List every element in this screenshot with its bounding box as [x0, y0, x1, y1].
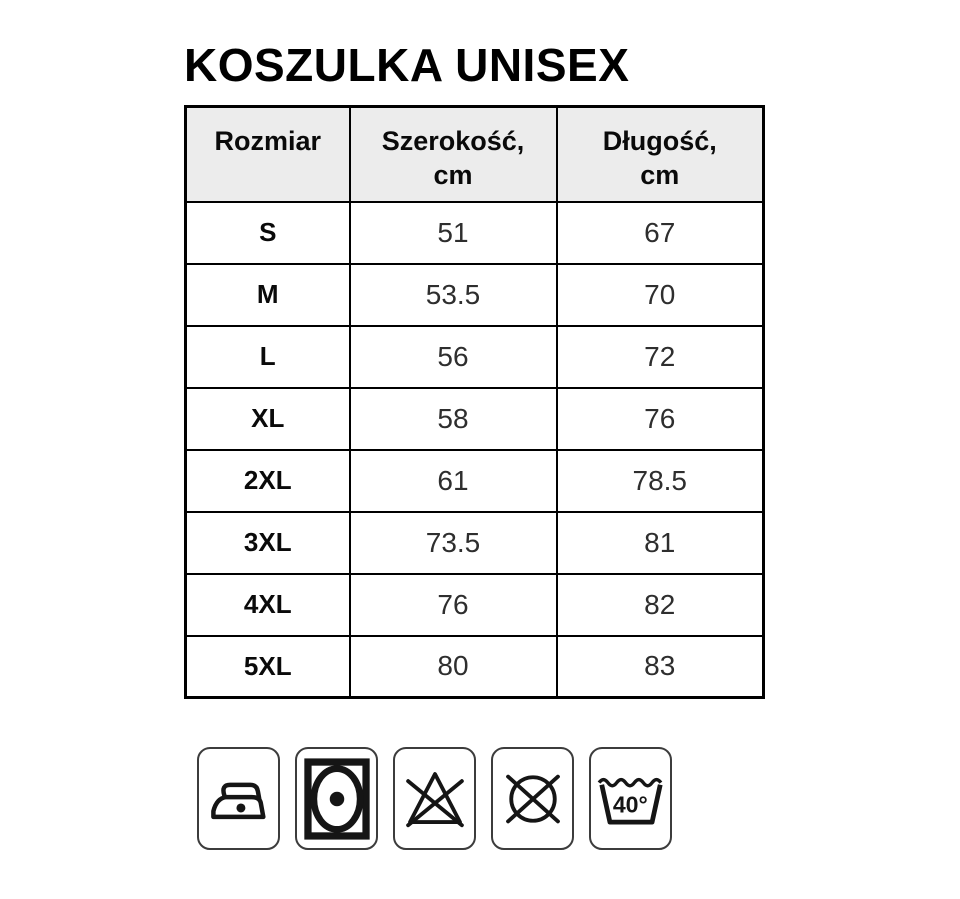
width-cell: 58	[348, 386, 558, 451]
width-cell: 56	[348, 324, 558, 389]
table-row: L 56 72	[184, 324, 765, 389]
width-cell: 51	[348, 200, 558, 265]
width-cell: 73.5	[348, 510, 558, 575]
table-row: 5XL 80 83	[184, 634, 765, 699]
size-cell: M	[184, 262, 351, 327]
size-cell: 3XL	[184, 510, 351, 575]
table-row: 3XL 73.5 81	[184, 510, 765, 575]
size-cell: L	[184, 324, 351, 389]
size-table: Rozmiar Szerokość, cm Długość, cm S 51 67 …	[184, 105, 765, 699]
care-symbols-row: 40°	[197, 747, 672, 850]
page-title: KOSZULKA UNISEX	[184, 39, 630, 91]
col-header-size: Rozmiar	[184, 105, 351, 203]
do-not-bleach-icon	[393, 747, 476, 850]
tumble-dry-low-heat-icon	[295, 747, 378, 850]
size-cell: 5XL	[184, 634, 351, 699]
machine-wash-40-icon: 40°	[589, 747, 672, 850]
iron-low-heat-icon	[197, 747, 280, 850]
col-header-width-label: Szerokość,	[381, 126, 525, 156]
width-cell: 80	[348, 634, 558, 699]
wash-temperature-label: 40°	[612, 791, 647, 817]
size-cell: XL	[184, 386, 351, 451]
length-cell: 70	[555, 262, 765, 327]
length-cell: 67	[555, 200, 765, 265]
table-row: S 51 67	[184, 200, 765, 265]
do-not-dry-clean-icon	[491, 747, 574, 850]
col-header-width: Szerokość, cm	[348, 105, 558, 203]
length-cell: 83	[555, 634, 765, 699]
table-row: XL 58 76	[184, 386, 765, 451]
table-header-row: Rozmiar Szerokość, cm Długość, cm	[184, 105, 765, 203]
width-cell: 53.5	[348, 262, 558, 327]
width-cell: 61	[348, 448, 558, 513]
size-cell: 4XL	[184, 572, 351, 637]
col-header-length-label: Długość,	[602, 126, 717, 156]
table-row: M 53.5 70	[184, 262, 765, 327]
size-cell: S	[184, 200, 351, 265]
length-cell: 81	[555, 510, 765, 575]
length-cell: 78.5	[555, 448, 765, 513]
size-cell: 2XL	[184, 448, 351, 513]
length-cell: 76	[555, 386, 765, 451]
col-header-length: Długość, cm	[555, 105, 765, 203]
length-cell: 72	[555, 324, 765, 389]
width-cell: 76	[348, 572, 558, 637]
table-row: 4XL 76 82	[184, 572, 765, 637]
table-row: 2XL 61 78.5	[184, 448, 765, 513]
length-cell: 82	[555, 572, 765, 637]
col-header-size-label: Rozmiar	[214, 126, 322, 156]
